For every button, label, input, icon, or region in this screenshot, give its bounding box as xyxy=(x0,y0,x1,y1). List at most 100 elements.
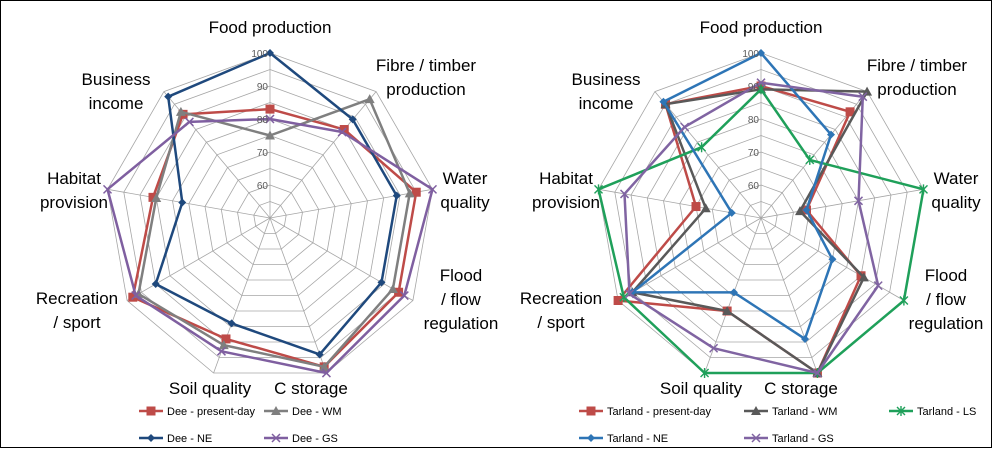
legend-item-tarland-gs: Tarland - GS xyxy=(744,433,834,445)
legend-item-tarland-ne: Tarland - NE xyxy=(579,433,668,445)
axis-label-line: / sport xyxy=(53,313,101,332)
legend-label-tarland-present-day: Tarland - present-day xyxy=(607,406,711,418)
axis-label-food-production: Food production xyxy=(700,18,823,37)
point-tarland-ls-flood-flow-regulation xyxy=(899,295,909,306)
grid-ring-55 xyxy=(744,201,778,234)
axis-label-line: Water xyxy=(443,169,488,188)
axis-label-line: Fibre / timber xyxy=(867,56,967,75)
grid-ring-55 xyxy=(253,201,287,234)
axis-label-business-income: Business income xyxy=(82,70,151,113)
axis-label-line: provision xyxy=(532,193,600,212)
point-tarland-ne-fibre-timber-production xyxy=(826,130,835,139)
axis-label-line: / flow xyxy=(441,290,481,309)
axis-label-habitat-provision: Habitat provision xyxy=(532,169,600,212)
axis-label-flood-flow-regulation: Flood / flow regulation xyxy=(424,266,499,333)
point-tarland-ls-recreation-sport xyxy=(619,292,629,303)
tick-label-80: 80 xyxy=(257,115,269,126)
grid-ring-60 xyxy=(237,184,303,250)
spoke-recreation-sport xyxy=(617,217,762,301)
spoke-c-storage xyxy=(760,217,818,374)
tick-label-60: 60 xyxy=(748,181,760,192)
grid-ring-70 xyxy=(204,151,336,281)
point-tarland-wm-habitat-provision xyxy=(700,203,711,213)
spoke-fibre-timber-production xyxy=(269,91,377,219)
series-dee-gs xyxy=(102,114,438,378)
axis-label-line: Habitat xyxy=(47,169,101,188)
grid-ring-85 xyxy=(646,102,876,327)
axis-label-line: Food production xyxy=(700,18,823,37)
point-dee-ne-food-production xyxy=(266,49,274,57)
point-dee-gs-recreation-sport xyxy=(131,291,141,301)
point-tarland-gs-habitat-provision xyxy=(619,189,630,199)
axis-label-water-quality: Water quality xyxy=(931,169,981,212)
spoke-business-income xyxy=(654,91,762,219)
point-tarland-wm-soil-quality xyxy=(722,306,733,316)
axis-label-line: income xyxy=(579,94,634,113)
legend-symbol-tarland-gs-marker xyxy=(751,433,761,443)
point-tarland-ls-business-income xyxy=(697,142,707,153)
legend-item-dee-wm: Dee - WM xyxy=(264,406,342,418)
point-tarland-ne-flood-flow-regulation xyxy=(828,255,837,264)
axis-label-line: quality xyxy=(440,193,490,212)
axis-label-line: Fibre / timber xyxy=(376,56,476,75)
point-tarland-gs-water-quality xyxy=(853,196,864,206)
series-dee-wm xyxy=(133,94,415,371)
radar-chart-2: 60 70 80 90 100 Food production Fibre / timber… xyxy=(520,18,983,445)
axis-label-recreation-sport: Recreation / sport xyxy=(520,289,602,332)
grid-ring-75 xyxy=(188,135,352,296)
axis-label-water-quality: Water quality xyxy=(440,169,490,212)
spoke-water-quality xyxy=(269,188,433,219)
spoke-habitat-provision xyxy=(107,188,271,219)
legend-label-tarland-ls: Tarland - LS xyxy=(917,406,976,418)
point-dee-gs-business-income xyxy=(184,117,194,127)
axis-label-line: C storage xyxy=(274,379,348,398)
point-tarland-ls-habitat-provision xyxy=(594,184,604,195)
series-line-tarland-wm xyxy=(631,88,869,375)
series-tarland-gs xyxy=(619,78,883,378)
axis-label-line: / sport xyxy=(537,313,585,332)
point-tarland-ls-soil-quality xyxy=(700,368,710,379)
point-tarland-gs-fibre-timber-production xyxy=(858,92,868,102)
tick-label-90: 90 xyxy=(257,82,269,93)
legend-item-tarland-wm: Tarland - WM xyxy=(744,406,837,418)
point-tarland-ls-fibre-timber-production xyxy=(805,154,815,165)
series-line-dee-wm xyxy=(137,97,411,369)
point-tarland-gs-food-production xyxy=(756,78,766,88)
tick-label-100: 100 xyxy=(251,49,268,60)
legend-item-tarland-ls: Tarland - LS xyxy=(889,406,976,418)
axis-label-flood-flow-regulation: Flood / flow regulation xyxy=(909,266,984,333)
point-dee-ne-fibre-timber-production xyxy=(348,115,357,124)
legend-label-dee-wm: Dee - WM xyxy=(292,406,342,418)
legend-symbol-dee-gs-marker xyxy=(271,433,281,443)
legend-symbol-dee-ne-marker xyxy=(147,434,155,442)
point-tarland-wm-flood-flow-regulation xyxy=(858,272,869,282)
point-tarland-wm-fibre-timber-production xyxy=(862,86,873,96)
tick-label-70: 70 xyxy=(748,148,760,159)
point-dee-wm-habitat-provision xyxy=(151,192,162,202)
point-dee-gs-water-quality xyxy=(427,184,438,194)
point-dee-wm-soil-quality xyxy=(218,340,229,350)
axis-label-c-storage: C storage xyxy=(274,379,348,398)
axis-label-line: production xyxy=(877,80,956,99)
series-line-dee-ne xyxy=(154,51,398,356)
point-tarland-ne-habitat-provision xyxy=(727,208,736,217)
point-tarland-gs-business-income xyxy=(680,122,690,132)
legend-symbol-tarland-ne-marker xyxy=(587,434,595,442)
axis-label-line: production xyxy=(386,80,465,99)
legend-item-dee-present-day: Dee - present-day xyxy=(139,406,256,418)
series-line-tarland-ne xyxy=(631,51,834,341)
series-line-tarland-ls xyxy=(597,88,925,375)
axis-label-line: Soil quality xyxy=(169,379,252,398)
axis-label-fibre-timber-production: Fibre / timber production xyxy=(376,56,476,99)
axis-label-line: quality xyxy=(931,193,981,212)
point-dee-present-day-food-production xyxy=(265,104,275,114)
axis-label-line: Business xyxy=(572,70,641,89)
axis-label-line: Flood xyxy=(925,266,968,285)
legend-label-dee-ne: Dee - NE xyxy=(167,433,212,445)
radar-chart-1: 60 70 80 90 100 Food production Fibre / timber… xyxy=(36,18,498,445)
axis-label-line: Recreation xyxy=(36,289,118,308)
point-dee-wm-flood-flow-regulation xyxy=(387,283,398,293)
axis-label-soil-quality: Soil quality xyxy=(660,379,743,398)
legend-label-tarland-wm: Tarland - WM xyxy=(772,406,837,418)
